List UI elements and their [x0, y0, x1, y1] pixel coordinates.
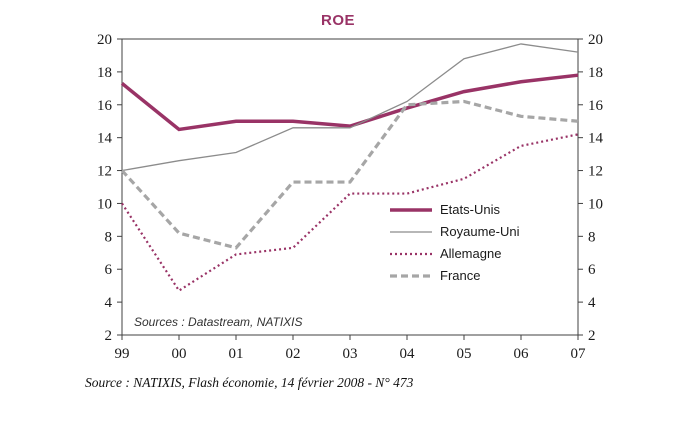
y-axis-label-left: 8	[105, 229, 113, 245]
series-line-allemagne	[121, 133, 579, 293]
y-axis-label-left: 16	[97, 98, 113, 114]
y-axis-label-left: 2	[105, 328, 113, 344]
x-axis-label: 02	[286, 346, 301, 362]
x-axis-label: 01	[229, 346, 244, 362]
y-axis-label-left: 20	[97, 32, 112, 48]
legend-label: Royaume-Uni	[440, 224, 520, 239]
x-axis-label: 03	[343, 346, 358, 362]
x-axis-label: 00	[172, 346, 187, 362]
x-axis-label: 07	[571, 346, 587, 362]
series-line-france	[120, 99, 579, 250]
y-axis-label-right: 16	[588, 98, 604, 114]
y-axis-label-right: 6	[588, 262, 596, 278]
legend-label: France	[440, 268, 480, 283]
legend-label: Allemagne	[440, 246, 501, 261]
y-axis-label-left: 18	[97, 65, 112, 81]
y-axis-label-right: 2	[588, 328, 596, 344]
x-axis-label: 99	[115, 346, 130, 362]
y-axis-label-right: 20	[588, 32, 603, 48]
roe-line-chart: 2 2 4 4 6 6 8 8 10 10 12 12 14 14 16 16 18 18 20 20 99 00 01 02…	[97, 32, 604, 362]
x-axis-label: 04	[400, 346, 416, 362]
y-axis-label-left: 6	[105, 262, 113, 278]
y-axis-label-right: 8	[588, 229, 596, 245]
x-axis-label: 06	[514, 346, 530, 362]
y-axis-label-right: 4	[588, 295, 596, 311]
chart-title: ROE	[320, 12, 355, 29]
y-axis-label-left: 4	[105, 295, 113, 311]
y-axis-label-right: 18	[588, 65, 603, 81]
y-axis-label-left: 14	[97, 131, 113, 147]
y-axis-label-right: 14	[588, 131, 604, 147]
y-axis-label-left: 10	[97, 196, 112, 212]
x-axis-label: 05	[457, 346, 472, 362]
y-axis-label-right: 10	[588, 196, 603, 212]
y-axis-label-right: 12	[588, 164, 603, 180]
inner-source-note: Sources : Datastream, NATIXIS	[134, 315, 303, 329]
legend-label: Etats-Unis	[440, 202, 500, 217]
y-axis-label-left: 12	[97, 164, 112, 180]
series-line-royaume-uni	[121, 43, 579, 172]
source-caption: Source : NATIXIS, Flash économie, 14 fév…	[85, 375, 414, 390]
series-line-etats-unis	[120, 73, 579, 132]
